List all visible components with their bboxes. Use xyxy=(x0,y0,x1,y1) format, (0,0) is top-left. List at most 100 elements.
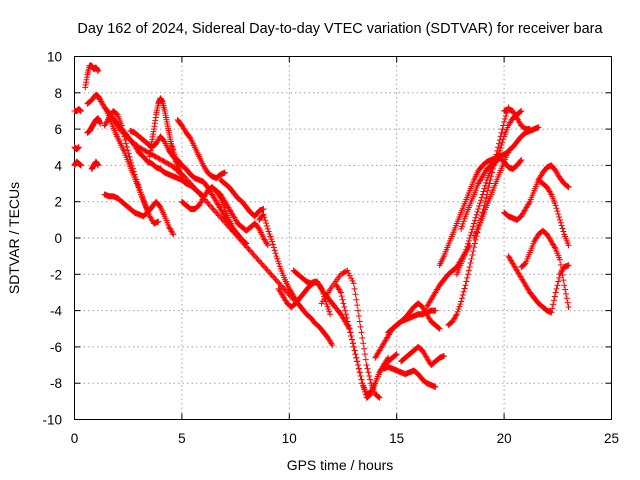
data-point xyxy=(346,272,353,279)
data-point xyxy=(121,131,128,138)
data-point xyxy=(132,174,139,181)
data-point xyxy=(556,256,563,263)
data-point xyxy=(344,267,351,274)
data-point xyxy=(473,211,480,218)
data-point xyxy=(95,68,102,75)
data-point xyxy=(131,171,138,178)
series-prn-track-27 xyxy=(380,363,439,390)
x-tick-label: 20 xyxy=(497,431,512,446)
data-point xyxy=(561,282,568,289)
data-point xyxy=(211,208,218,215)
data-point xyxy=(169,229,176,236)
data-point xyxy=(352,291,359,298)
data-point xyxy=(135,181,142,188)
data-point xyxy=(184,177,191,184)
data-point xyxy=(364,365,371,372)
data-point xyxy=(474,208,481,215)
data-point xyxy=(562,290,569,297)
data-point xyxy=(359,334,366,341)
data-point xyxy=(556,274,563,281)
data-point xyxy=(125,150,132,157)
series-prn-track-17 xyxy=(213,187,271,249)
data-point xyxy=(477,197,484,204)
data-point xyxy=(471,240,478,247)
data-point xyxy=(178,171,185,178)
data-point xyxy=(458,223,465,230)
data-point xyxy=(273,253,280,260)
data-point xyxy=(359,380,366,387)
data-point xyxy=(562,286,569,293)
data-point xyxy=(126,153,133,160)
data-point xyxy=(457,301,464,308)
data-point xyxy=(463,278,470,285)
data-point xyxy=(341,269,348,276)
data-point xyxy=(327,311,334,318)
data-point xyxy=(274,255,281,262)
data-point xyxy=(281,286,288,293)
data-point xyxy=(139,194,146,201)
data-point xyxy=(375,393,382,400)
data-point xyxy=(266,269,273,276)
data-point xyxy=(163,159,170,166)
data-point xyxy=(206,202,213,209)
data-point xyxy=(498,142,505,149)
data-point xyxy=(142,147,149,154)
data-point xyxy=(337,289,344,296)
data-point xyxy=(436,325,443,332)
series-prn-track-39 xyxy=(535,176,572,249)
data-point xyxy=(393,351,400,358)
data-point xyxy=(517,108,524,115)
data-point xyxy=(465,271,472,278)
series-prn-track-14 xyxy=(174,117,228,182)
data-point xyxy=(263,266,270,273)
data-point xyxy=(518,156,525,163)
data-point xyxy=(339,270,346,277)
data-point xyxy=(242,239,249,246)
data-point xyxy=(269,241,276,248)
data-point xyxy=(517,158,524,165)
data-point xyxy=(264,267,271,274)
data-point xyxy=(345,322,352,329)
series-prn-track-30 xyxy=(436,149,512,269)
data-point xyxy=(501,115,508,122)
data-point xyxy=(554,282,561,289)
series-prn-track-21 xyxy=(290,267,353,332)
data-point xyxy=(262,264,269,271)
data-point xyxy=(263,223,270,230)
data-point xyxy=(435,325,442,332)
series-prn-track-31 xyxy=(445,104,512,329)
data-point xyxy=(565,242,572,249)
data-point xyxy=(345,270,352,277)
data-point xyxy=(253,254,260,261)
data-point xyxy=(553,285,560,292)
data-point xyxy=(342,307,349,314)
data-point xyxy=(282,287,289,294)
data-point xyxy=(128,159,135,166)
data-point xyxy=(455,306,462,313)
data-point xyxy=(341,303,348,310)
data-point xyxy=(471,220,478,227)
data-point xyxy=(116,126,123,133)
data-point xyxy=(138,191,145,198)
data-point xyxy=(556,216,563,223)
data-point xyxy=(481,185,488,192)
data-point xyxy=(501,118,508,125)
data-point xyxy=(324,303,331,310)
data-point xyxy=(218,215,225,222)
data-point xyxy=(472,214,479,221)
data-point xyxy=(136,186,143,193)
data-point xyxy=(265,228,272,235)
data-point xyxy=(484,187,491,194)
series-prn-track-19 xyxy=(256,211,336,349)
data-point xyxy=(340,300,347,307)
data-point xyxy=(476,203,483,210)
data-point xyxy=(127,156,134,163)
data-point xyxy=(349,340,356,347)
data-point xyxy=(456,303,463,310)
data-point xyxy=(157,156,164,163)
data-point xyxy=(244,244,251,251)
data-point xyxy=(392,351,399,358)
data-point xyxy=(351,347,358,354)
data-point xyxy=(550,297,557,304)
data-point xyxy=(565,262,572,269)
